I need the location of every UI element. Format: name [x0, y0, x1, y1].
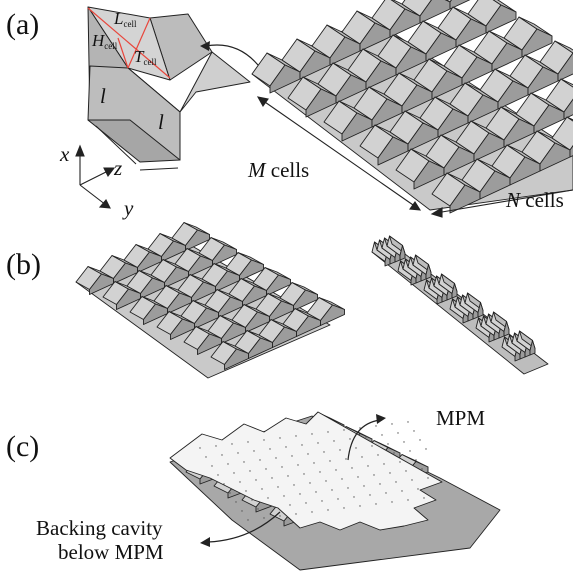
label-h-cell: Hcell: [92, 31, 118, 51]
backing-arrow: [207, 511, 281, 543]
panel-label-a: (a): [6, 8, 40, 41]
mpm-arrowhead: [376, 414, 386, 424]
unit-cell: [87, 6, 251, 163]
zoom-arrowhead: [200, 41, 210, 51]
origami-array-b-flat: [75, 222, 345, 379]
label-edge-l-2: l: [158, 110, 164, 134]
mpm-arrow: [347, 419, 381, 461]
backing-cavity-label-line1: Backing cavity: [36, 516, 163, 540]
origami-array-a: [251, 0, 573, 214]
panel-label-c: (c): [6, 430, 40, 463]
axis-label-z: z: [114, 156, 123, 180]
edge-dimension-marks: [95, 125, 179, 171]
panel-label-b: (b): [6, 248, 41, 281]
mpm-structure: [169, 411, 501, 571]
axis-label-x: x: [60, 142, 70, 166]
label-t-cell: Tcell: [134, 47, 157, 67]
mpm-label: MPM: [436, 406, 486, 430]
label-edge-l-1: l: [100, 84, 106, 108]
zoom-arrow: [205, 44, 263, 71]
axis-label-y: y: [124, 196, 134, 220]
n-cells-label: N cells: [506, 188, 564, 212]
axes-triad: [75, 144, 116, 209]
backing-cavity-label-line2: below MPM: [58, 540, 164, 564]
m-cells-label: M cells: [248, 158, 310, 182]
backing-arrowhead: [200, 537, 210, 547]
cell-dimension-lines: [87, 7, 171, 79]
n-cells-arrow: [430, 189, 573, 218]
label-l-cell: Lcell: [114, 9, 137, 29]
m-cells-arrow: [256, 96, 422, 211]
origami-array-b-folded: [371, 235, 549, 375]
